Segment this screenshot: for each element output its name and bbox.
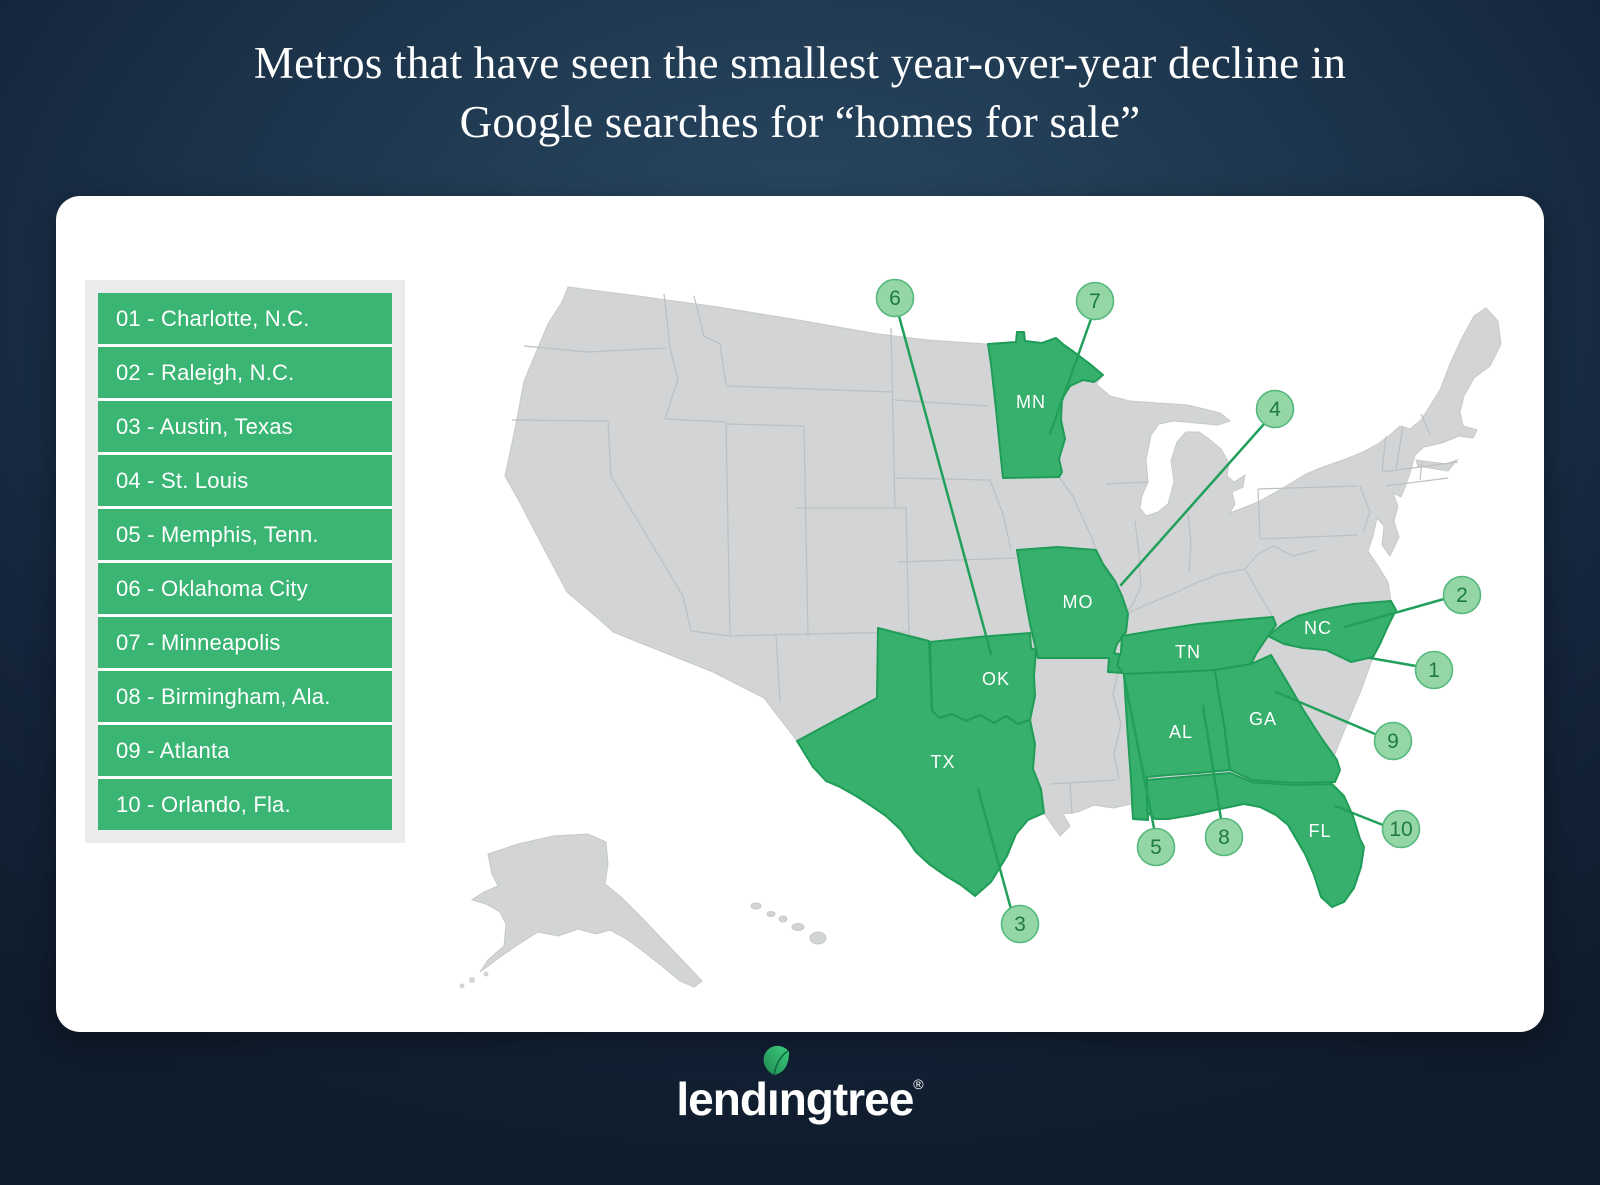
callout-line-7 (1048, 317, 1093, 436)
state-florida (1146, 772, 1365, 908)
long-island (1415, 458, 1459, 472)
rank-list: 01 - Charlotte, N.C. 02 - Raleigh, N.C. … (98, 293, 392, 830)
callout-line-9 (1274, 690, 1377, 736)
rank-item-8: 08 - Birmingham, Ala. (98, 671, 392, 722)
callout-circle-10 (1381, 809, 1421, 849)
us-map: MN MO OK TX TN NC AL GA FL (458, 224, 1538, 1014)
state-label-al: AL (1169, 722, 1193, 742)
hawaii (750, 902, 827, 945)
callout-line-3 (976, 787, 1013, 911)
state-label-ok: OK (982, 669, 1010, 689)
state-tennessee (1116, 616, 1277, 675)
rank-item-label: 02 - Raleigh, N.C. (116, 359, 295, 385)
callout-circle-7 (1075, 281, 1115, 321)
rank-item-label: 04 - St. Louis (116, 467, 249, 493)
logo-text-pre: lend (676, 1073, 768, 1125)
state-label-mo: MO (1063, 592, 1094, 612)
aleutian-island (469, 977, 475, 983)
callout-number-7: 7 (1089, 290, 1101, 313)
rank-item-2: 02 - Raleigh, N.C. (98, 347, 392, 398)
lendingtree-logo: lend ıngtree® (0, 1045, 1600, 1126)
state-labels: MN MO OK TX TN NC AL GA FL (930, 392, 1332, 841)
registered-mark: ® (913, 1076, 924, 1092)
callout-9: 9 (1373, 721, 1413, 761)
state-borders (511, 293, 1459, 815)
rank-item-3: 03 - Austin, Texas (98, 401, 392, 452)
callout-line-1 (1368, 656, 1418, 668)
rank-item-6: 06 - Oklahoma City (98, 563, 392, 614)
state-georgia (1214, 654, 1341, 784)
us-map-svg: MN MO OK TX TN NC AL GA FL (459, 278, 1502, 989)
state-texas (796, 627, 1045, 897)
rank-list-panel: 01 - Charlotte, N.C. 02 - Raleigh, N.C. … (85, 280, 405, 843)
callout-circle-8 (1204, 817, 1244, 857)
callout-number-5: 5 (1150, 836, 1162, 859)
rank-item-7: 07 - Minneapolis (98, 617, 392, 668)
state-label-tn: TN (1175, 642, 1201, 662)
state-north-carolina (1267, 600, 1397, 663)
callout-line-10 (1333, 804, 1385, 827)
aleutian-island (459, 983, 465, 989)
rank-item-label: 06 - Oklahoma City (116, 575, 308, 601)
rank-item-label: 01 - Charlotte, N.C. (116, 305, 310, 331)
aleutian-island (483, 971, 489, 977)
leaf-icon (763, 1045, 789, 1076)
callout-circle-6 (875, 278, 915, 318)
content-card: 01 - Charlotte, N.C. 02 - Raleigh, N.C. … (56, 196, 1544, 1032)
rank-item-1: 01 - Charlotte, N.C. (98, 293, 392, 344)
callout-number-6: 6 (889, 287, 901, 310)
rank-item-10: 10 - Orlando, Fla. (98, 779, 392, 830)
callout-circle-4 (1255, 389, 1295, 429)
callout-line-4 (1119, 422, 1266, 587)
rank-item-label: 09 - Atlanta (116, 737, 230, 763)
callout-2: 2 (1442, 575, 1482, 615)
callout-number-10: 10 (1389, 818, 1412, 841)
logo-text-post: ngtree (778, 1073, 915, 1125)
callout-circle-1 (1414, 650, 1454, 690)
rank-item-label: 03 - Austin, Texas (116, 413, 293, 439)
callout-6: 6 (875, 278, 915, 318)
callout-3: 3 (1000, 904, 1040, 944)
title-line-2: Google searches for “homes for sale” (459, 97, 1141, 148)
callout-1: 1 (1414, 650, 1454, 690)
state-label-ga: GA (1249, 709, 1277, 729)
rank-item-label: 05 - Memphis, Tenn. (116, 521, 319, 547)
callouts: 1 2 3 4 5 6 7 (875, 278, 1482, 944)
callout-number-2: 2 (1456, 584, 1468, 607)
callout-circle-9 (1373, 721, 1413, 761)
callout-8: 8 (1204, 817, 1244, 857)
callout-line-8 (1201, 704, 1223, 821)
rank-item-4: 04 - St. Louis (98, 455, 392, 506)
state-label-tx: TX (930, 752, 955, 772)
callout-circle-5 (1136, 827, 1176, 867)
callout-5: 5 (1136, 827, 1176, 867)
logo-letter-i: ı (763, 1045, 789, 1126)
callout-number-8: 8 (1218, 826, 1230, 849)
state-label-mn: MN (1016, 392, 1046, 412)
callout-circle-2 (1442, 575, 1482, 615)
callout-number-3: 3 (1014, 913, 1026, 936)
alaska (470, 833, 703, 988)
state-label-fl: FL (1308, 821, 1331, 841)
callout-number-4: 4 (1269, 398, 1281, 421)
rank-item-label: 10 - Orlando, Fla. (116, 791, 291, 817)
callout-number-9: 9 (1387, 730, 1399, 753)
state-label-nc: NC (1304, 618, 1332, 638)
callout-7: 7 (1075, 281, 1115, 321)
rank-item-9: 09 - Atlanta (98, 725, 392, 776)
callout-line-6 (897, 314, 993, 656)
page-title: Metros that have seen the smallest year-… (0, 34, 1600, 153)
rank-item-5: 05 - Memphis, Tenn. (98, 509, 392, 560)
callout-10: 10 (1381, 809, 1421, 849)
rank-item-label: 08 - Birmingham, Ala. (116, 683, 331, 709)
callout-number-1: 1 (1428, 659, 1440, 682)
callout-circle-3 (1000, 904, 1040, 944)
callout-lines (897, 314, 1446, 911)
callout-line-2 (1343, 597, 1446, 629)
callout-line-5 (1122, 674, 1156, 830)
title-line-1: Metros that have seen the smallest year-… (253, 38, 1347, 88)
callout-4: 4 (1255, 389, 1295, 429)
rank-item-label: 07 - Minneapolis (116, 629, 281, 655)
